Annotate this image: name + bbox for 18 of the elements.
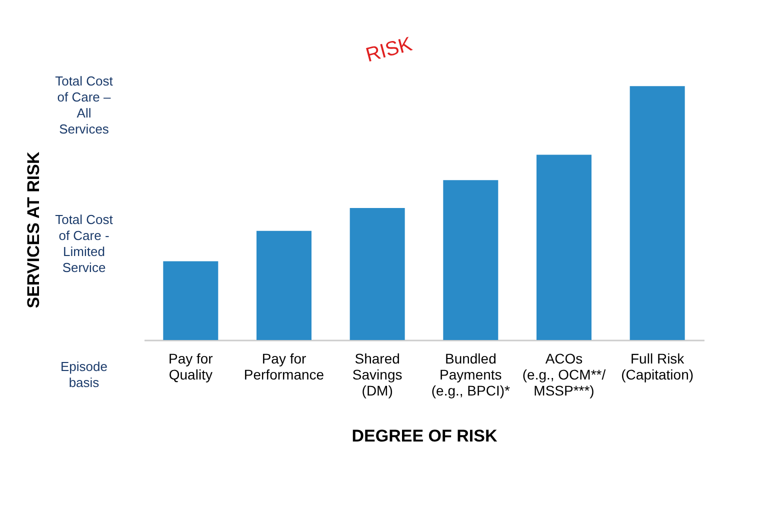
x-tick-label: Pay for Quality xyxy=(168,350,214,382)
bar xyxy=(536,154,592,340)
x-tick-label: Pay for Performance xyxy=(244,350,324,382)
text: Episode basis xyxy=(60,359,108,390)
x-tick-label: Full Risk (Capitation) xyxy=(621,350,694,382)
x-tick-label: Bundled Payments (e.g., BPCI)* xyxy=(431,350,510,398)
text: RISK xyxy=(364,33,416,67)
bar xyxy=(350,208,405,340)
bar xyxy=(443,180,498,340)
bar xyxy=(163,261,218,340)
text: SERVICES AT RISK xyxy=(24,151,43,308)
x-tick-label: Shared Savings (DM) xyxy=(352,350,402,398)
text: Total Cost of Care – All Services xyxy=(55,73,114,136)
text: Total Cost of Care - Limited Service xyxy=(55,212,114,275)
x-axis-title: DEGREE OF RISK xyxy=(352,426,498,446)
bar xyxy=(630,86,685,340)
bar xyxy=(256,230,312,340)
category-label: ACOs (e.g., OCM**/ MSSP***) xyxy=(522,350,606,398)
